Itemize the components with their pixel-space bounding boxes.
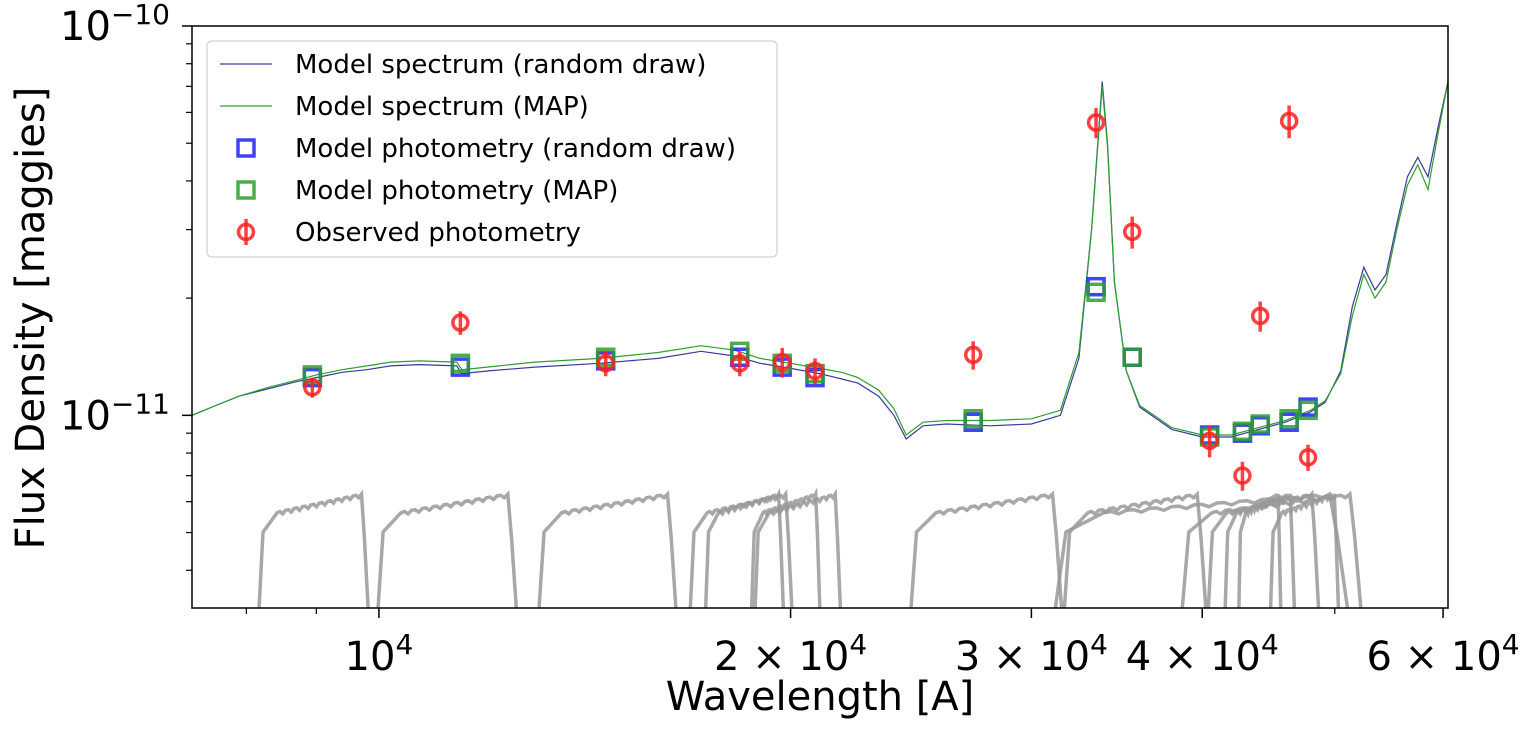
observed-point-9 (1122, 222, 1142, 242)
legend-marker-4 (236, 180, 256, 200)
legend: Model spectrum (random draw) Model spectr… (206, 40, 778, 258)
phot-map-point-2 (450, 353, 471, 374)
legend-marker-3 (236, 138, 256, 158)
filter-curve-5 (703, 487, 786, 608)
legend-box (206, 40, 778, 258)
model-spectra (192, 81, 1448, 440)
x-tick-label-5: 6 × 104 (1367, 628, 1520, 680)
filter-curve-7 (753, 488, 843, 608)
x-tick-label-4: 4 × 104 (1126, 628, 1279, 680)
legend-marker-5 (236, 222, 256, 242)
phot-map-point-14 (1298, 400, 1318, 421)
observed-point-10 (1200, 431, 1219, 451)
observed-point-2 (451, 313, 470, 332)
observed-point-3 (596, 354, 615, 373)
plot-frame (191, 25, 1449, 609)
phot-map-point-7 (963, 409, 983, 429)
legend-label-1: Model spectrum (random draw) (295, 50, 706, 80)
x-tick-label-3: 3 × 104 (955, 628, 1108, 680)
x-tick-label-2: 2 × 104 (714, 628, 867, 680)
filter-curve-1 (257, 489, 370, 608)
filter-curve-14 (1237, 492, 1283, 608)
observed-point-12 (1250, 306, 1270, 326)
spectrum-map-line (192, 81, 1448, 436)
x-tick-label-1: 104 (345, 628, 414, 680)
phot-map-point-8 (1086, 282, 1106, 303)
legend-label-4: Model photometry (MAP) (295, 176, 618, 206)
y-tick-label-1: 10−11 (60, 387, 170, 439)
legend-label-5: Observed photometry (295, 218, 581, 248)
y-tick-label-2: 10−10 (60, 0, 170, 50)
observed-point-7 (963, 345, 983, 365)
observed-point-4 (730, 354, 750, 373)
phot-map-point-13 (1279, 409, 1299, 429)
filter-curve-3 (537, 490, 678, 608)
photometry-points (302, 105, 1318, 491)
legend-label-3: Model photometry (random draw) (295, 134, 736, 164)
filter-curve-8 (909, 490, 1064, 608)
filter-curves (257, 487, 1363, 608)
phot-map-point-12 (1250, 414, 1270, 434)
observed-point-6 (805, 361, 825, 381)
filter-curve-10 (1062, 490, 1208, 608)
phot-map-point-9 (1122, 347, 1142, 367)
phot-map-point-11 (1232, 421, 1253, 442)
axis-ticks: 104 2 × 104 3 × 104 4 × 104 6 × 104 10−11 10−1… (60, 0, 1520, 680)
filter-curve-2 (376, 490, 519, 608)
spectrum-random-draw-line (192, 81, 1448, 440)
observed-point-8 (1086, 113, 1106, 132)
observed-point-1 (303, 378, 322, 397)
observed-point-5 (772, 352, 792, 372)
filter-curve-6 (749, 487, 822, 608)
y-axis-label: Flux Density [maggies] (8, 87, 54, 550)
observed-point-14 (1298, 448, 1318, 467)
observed-point-13 (1279, 111, 1299, 131)
legend-label-2: Model spectrum (MAP) (295, 92, 589, 122)
observed-point-11 (1233, 466, 1252, 485)
x-axis-label: Wavelength [A] (666, 674, 975, 720)
filter-curve-15 (1268, 493, 1341, 608)
